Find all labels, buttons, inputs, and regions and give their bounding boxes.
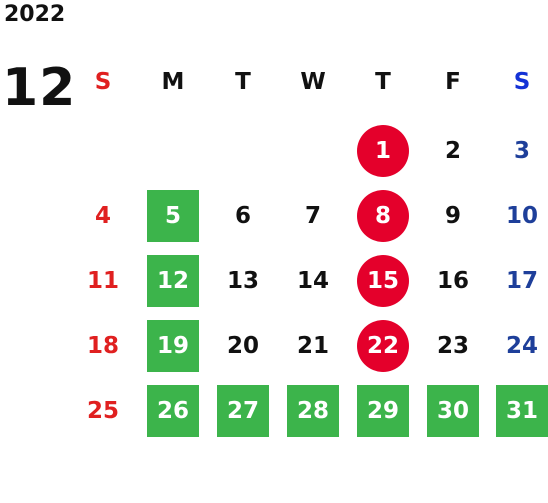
day-cell-13: 13 bbox=[226, 268, 259, 294]
day-cell-29: 29 bbox=[357, 385, 409, 437]
day-cell-22: 22 bbox=[357, 320, 409, 372]
day-cell-9: 9 bbox=[444, 203, 461, 229]
day-cell-30: 30 bbox=[427, 385, 479, 437]
day-cell-2: 2 bbox=[444, 138, 461, 164]
weekday-header-4: T bbox=[375, 69, 391, 95]
day-cell-27: 27 bbox=[217, 385, 269, 437]
weekday-header-2: T bbox=[235, 69, 251, 95]
day-cell-11: 11 bbox=[86, 268, 119, 294]
day-cell-10: 10 bbox=[505, 203, 538, 229]
day-cell-15: 15 bbox=[357, 255, 409, 307]
day-cell-7: 7 bbox=[304, 203, 321, 229]
weekday-header-3: W bbox=[300, 69, 326, 95]
day-cell-1: 1 bbox=[357, 125, 409, 177]
day-cell-28: 28 bbox=[287, 385, 339, 437]
day-cell-18: 18 bbox=[86, 333, 119, 359]
day-cell-4: 4 bbox=[94, 203, 111, 229]
day-cell-16: 16 bbox=[436, 268, 469, 294]
day-cell-21: 21 bbox=[296, 333, 329, 359]
day-cell-20: 20 bbox=[226, 333, 259, 359]
weekday-header-5: F bbox=[445, 69, 461, 95]
day-cell-26: 26 bbox=[147, 385, 199, 437]
day-cell-6: 6 bbox=[234, 203, 251, 229]
day-cell-25: 25 bbox=[86, 398, 119, 424]
day-cell-23: 23 bbox=[436, 333, 469, 359]
year-label: 2022 bbox=[4, 2, 66, 27]
day-cell-5: 5 bbox=[147, 190, 199, 242]
weekday-header-1: M bbox=[161, 69, 185, 95]
day-cell-3: 3 bbox=[513, 138, 530, 164]
day-cell-8: 8 bbox=[357, 190, 409, 242]
day-cell-31: 31 bbox=[496, 385, 548, 437]
month-label: 12 bbox=[2, 58, 77, 118]
day-cell-19: 19 bbox=[147, 320, 199, 372]
day-cell-24: 24 bbox=[505, 333, 538, 359]
weekday-header-0: S bbox=[94, 69, 112, 95]
weekday-header-6: S bbox=[513, 69, 531, 95]
day-cell-17: 17 bbox=[505, 268, 538, 294]
day-cell-14: 14 bbox=[296, 268, 329, 294]
day-cell-12: 12 bbox=[147, 255, 199, 307]
